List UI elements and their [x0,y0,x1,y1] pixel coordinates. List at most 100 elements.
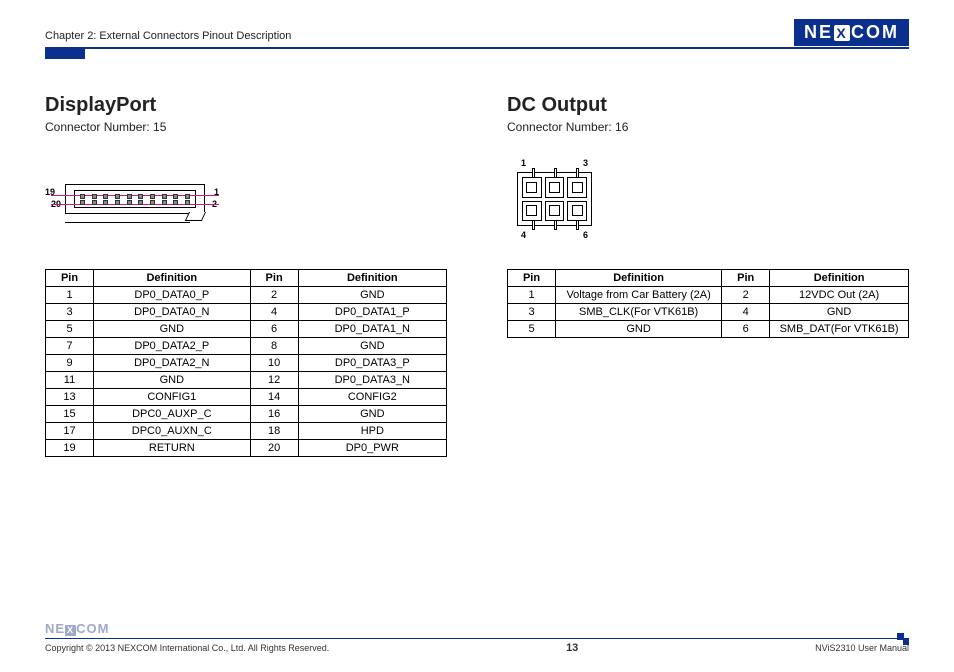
table-row: 1Voltage from Car Battery (2A)212VDC Out… [508,287,909,304]
pin-cell: 4 [250,304,298,321]
definition-cell: GND [298,338,446,355]
table-row: 19RETURN20DP0_PWR [46,440,447,457]
pin-cell: 2 [250,287,298,304]
pin-cell: 6 [250,321,298,338]
definition-cell: DPC0_AUXP_C [94,406,251,423]
definition-cell: GND [298,406,446,423]
pin-cell: 6 [722,321,770,338]
definition-cell: 12VDC Out (2A) [770,287,909,304]
dc-output-pinout-table: Pin Definition Pin Definition 1Voltage f… [507,269,909,338]
definition-cell: CONFIG1 [94,389,251,406]
col-def2: Definition [770,270,909,287]
table-row: 3SMB_CLK(For VTK61B)4GND [508,304,909,321]
dc-pin-label-4: 4 [521,230,526,240]
definition-cell: DP0_DATA0_N [94,304,251,321]
dc-output-heading: DC Output [507,94,909,117]
pin-cell: 17 [46,423,94,440]
pin-cell: 13 [46,389,94,406]
definition-cell: GND [94,372,251,389]
pin-cell: 2 [722,287,770,304]
definition-cell: DP0_DATA2_P [94,338,251,355]
brand-logo: NE X COM [794,19,909,46]
table-header-row: Pin Definition Pin Definition [508,270,909,287]
definition-cell: DP0_DATA2_N [94,355,251,372]
pin-cell: 18 [250,423,298,440]
definition-cell: SMB_CLK(For VTK61B) [556,304,722,321]
logo-text-right: COM [851,22,899,43]
table-row: 15DPC0_AUXP_C16GND [46,406,447,423]
table-row: 9DP0_DATA2_N10DP0_DATA3_P [46,355,447,372]
header-rule [45,47,909,49]
col-pin2: Pin [722,270,770,287]
definition-cell: DP0_DATA0_P [94,287,251,304]
definition-cell: HPD [298,423,446,440]
definition-cell: DP0_DATA1_N [298,321,446,338]
dc-output-diagram: 1 3 4 6 [507,154,909,244]
col-pin: Pin [508,270,556,287]
definition-cell: GND [770,304,909,321]
table-row: 11GND12DP0_DATA3_N [46,372,447,389]
logo-text-left: NE [804,22,833,43]
pin-cell: 7 [46,338,94,355]
pin-cell: 20 [250,440,298,457]
pin-cell: 15 [46,406,94,423]
dc-output-connector-number: Connector Number: 16 [507,120,909,134]
manual-name: NViS2310 User Manual [815,643,909,653]
page-footer: NEXCOM Copyright © 2013 NEXCOM Internati… [45,621,909,655]
table-row: 3DP0_DATA0_N4DP0_DATA1_P [46,304,447,321]
table-header-row: Pin Definition Pin Definition [46,270,447,287]
pin-cell: 1 [46,287,94,304]
pin-cell: 12 [250,372,298,389]
pin-cell: 1 [508,287,556,304]
page-number: 13 [566,642,578,654]
pin-cell: 10 [250,355,298,372]
displayport-connector-number: Connector Number: 15 [45,120,447,134]
displayport-heading: DisplayPort [45,94,447,117]
definition-cell: DP0_DATA3_N [298,372,446,389]
dc-pin-label-6: 6 [583,230,588,240]
footer-ornament-icon [897,633,909,645]
col-def2: Definition [298,270,446,287]
chapter-title: Chapter 2: External Connectors Pinout De… [45,30,291,46]
pin-cell: 4 [722,304,770,321]
table-row: 7DP0_DATA2_P8GND [46,338,447,355]
definition-cell: DP0_DATA1_P [298,304,446,321]
copyright-text: Copyright © 2013 NEXCOM International Co… [45,643,329,653]
dc-pin-label-1: 1 [521,158,526,168]
pin-cell: 9 [46,355,94,372]
pin-cell: 5 [46,321,94,338]
definition-cell: GND [94,321,251,338]
definition-cell: DP0_DATA3_P [298,355,446,372]
definition-cell: CONFIG2 [298,389,446,406]
dc-output-section: DC Output Connector Number: 16 1 3 4 6 [507,94,909,457]
pin-cell: 8 [250,338,298,355]
definition-cell: Voltage from Car Battery (2A) [556,287,722,304]
dc-pin-label-3: 3 [583,158,588,168]
col-pin2: Pin [250,270,298,287]
table-row: 5GND6DP0_DATA1_N [46,321,447,338]
definition-cell: RETURN [94,440,251,457]
definition-cell: GND [298,287,446,304]
pin-cell: 19 [46,440,94,457]
logo-x-icon: X [834,25,850,41]
col-pin: Pin [46,270,94,287]
definition-cell: DP0_PWR [298,440,446,457]
pin-cell: 14 [250,389,298,406]
header-bar: Chapter 2: External Connectors Pinout De… [45,18,909,46]
pin-cell: 11 [46,372,94,389]
pin-cell: 5 [508,321,556,338]
table-row: 1DP0_DATA0_P2GND [46,287,447,304]
footer-logo: NEXCOM [45,621,909,636]
displayport-diagram: 19 20 1 2 [45,154,447,244]
table-row: 13CONFIG114CONFIG2 [46,389,447,406]
displayport-section: DisplayPort Connector Number: 15 19 20 1… [45,94,447,457]
table-row: 17DPC0_AUXN_C18HPD [46,423,447,440]
displayport-pinout-table: Pin Definition Pin Definition 1DP0_DATA0… [45,269,447,457]
pin-cell: 16 [250,406,298,423]
table-row: 5GND6SMB_DAT(For VTK61B) [508,321,909,338]
col-def: Definition [94,270,251,287]
pin-cell: 3 [508,304,556,321]
pin-cell: 3 [46,304,94,321]
col-def: Definition [556,270,722,287]
definition-cell: GND [556,321,722,338]
